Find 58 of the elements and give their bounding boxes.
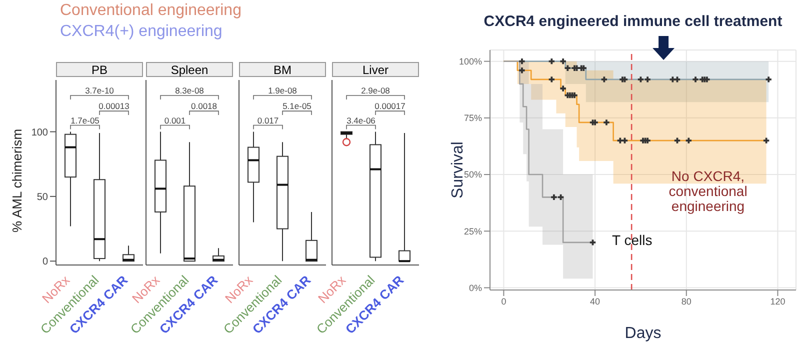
annotation: 8.3e-08 xyxy=(175,86,204,96)
annotation: 0.0018 xyxy=(191,101,218,112)
annotation: 1.9e-08 xyxy=(268,86,298,96)
y-tick-label: 50% xyxy=(464,170,482,180)
point xyxy=(622,138,628,144)
y-tick-label: 100% xyxy=(458,56,482,67)
point xyxy=(604,120,610,126)
point xyxy=(564,65,570,71)
chart-title: PB xyxy=(56,62,143,77)
point xyxy=(763,138,770,144)
annotation: 5.1e-05 xyxy=(282,101,312,112)
annotation: 0.017 xyxy=(257,115,279,126)
annotation: 3.7e-10 xyxy=(85,86,114,96)
point xyxy=(558,194,564,200)
x-tick-label: 40 xyxy=(590,296,600,306)
y-tick-label: 100 xyxy=(31,127,48,138)
y-tick-label: 25% xyxy=(464,226,482,236)
annotation: 3.4e-06 xyxy=(346,115,376,126)
point xyxy=(766,76,772,82)
point xyxy=(674,138,680,144)
x-tick-label: 0 xyxy=(501,296,506,306)
x-tick-label: 120 xyxy=(770,296,786,306)
annotation: 2.9e-08 xyxy=(361,86,390,96)
y-tick-label: 0 xyxy=(42,256,48,268)
point xyxy=(601,76,608,82)
y-tick-label: 75% xyxy=(464,113,482,124)
x-axis-title: Days xyxy=(624,325,662,342)
point xyxy=(560,58,566,64)
point xyxy=(548,76,555,82)
point xyxy=(551,194,557,200)
x-tick-label: 80 xyxy=(681,296,692,306)
point xyxy=(560,86,566,92)
annotation: 0.001 xyxy=(164,115,186,126)
y-tick-label: 0% xyxy=(468,282,482,293)
point xyxy=(519,68,525,74)
chart-title: CXCR4 engineered immune cell treatment xyxy=(484,13,782,30)
chart-title: Liver xyxy=(332,62,419,77)
point xyxy=(590,240,596,246)
point xyxy=(670,76,676,82)
text: Conventional engineering xyxy=(60,2,242,20)
y-axis-title: % AML chimerism xyxy=(10,128,25,232)
annotation: 0.00017 xyxy=(374,101,406,112)
point xyxy=(686,138,692,144)
annotation: 1.7e-05 xyxy=(70,115,100,126)
point xyxy=(548,58,555,64)
point xyxy=(617,138,624,144)
point xyxy=(638,76,644,82)
chart-title: Spleen xyxy=(146,62,233,77)
point xyxy=(644,76,650,82)
chart-title: BM xyxy=(239,62,326,77)
annotation: T cells xyxy=(612,232,652,248)
y-tick-label: 50 xyxy=(36,192,48,203)
annotation: 0.00013 xyxy=(98,101,130,112)
point xyxy=(674,76,680,82)
text: CXCR4(+) engineering xyxy=(60,23,222,41)
point xyxy=(519,58,525,64)
point xyxy=(692,76,698,82)
annotation: No CXCR4, conventional engineering xyxy=(668,168,748,214)
